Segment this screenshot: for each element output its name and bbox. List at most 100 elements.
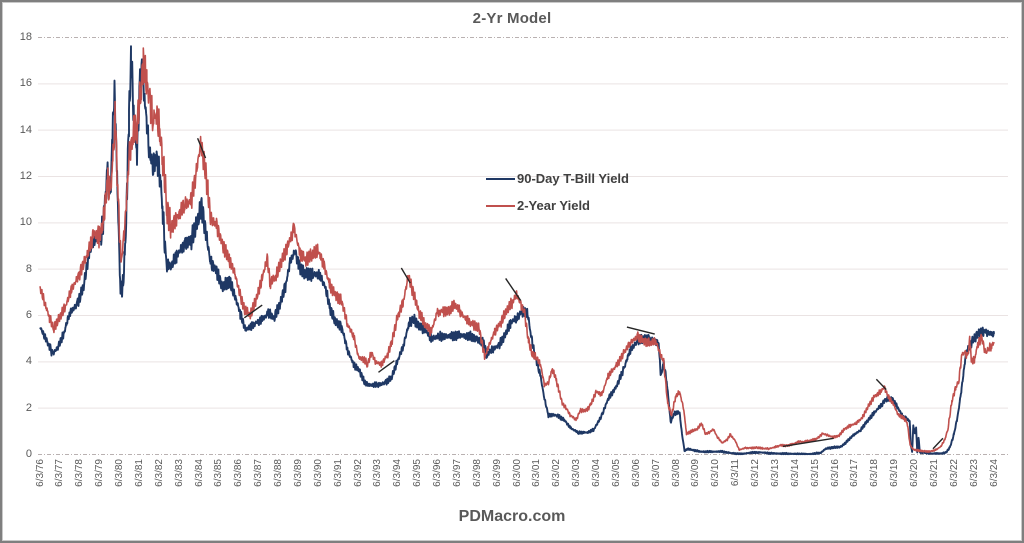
x-tick: 6/3/02 [551, 459, 563, 509]
x-tick: 6/3/05 [610, 459, 622, 509]
x-tick: 6/3/04 [591, 459, 603, 509]
chart-title: 2-Yr Model [472, 10, 552, 27]
x-tick: 6/3/79 [94, 459, 106, 509]
annotation-line-0 [196, 138, 207, 159]
x-tick-label-6-3-93: 6/3/93 [372, 459, 384, 487]
x-tick: 6/3/81 [133, 459, 145, 509]
y-tick-label-0: 0 [25, 448, 32, 460]
footer-brand: PDMacro.com [458, 508, 566, 525]
y-tick-label-8: 8 [25, 262, 32, 275]
x-tick: 6/3/84 [193, 459, 205, 509]
x-tick: 6/3/85 [213, 459, 225, 509]
annotation-line-6 [782, 437, 834, 448]
x-tick-label-6-3-23: 6/3/23 [968, 459, 980, 487]
x-tick-label-6-3-20: 6/3/20 [909, 459, 920, 487]
x-tick: 6/3/95 [412, 459, 424, 509]
x-tick-label-6-3-89: 6/3/89 [292, 459, 304, 487]
x-tick-label-6-3-19: 6/3/19 [889, 459, 901, 487]
series-lines [39, 45, 995, 456]
x-tick-label-6-3-78: 6/3/78 [74, 459, 86, 487]
x-tick-label-6-3-97: 6/3/97 [451, 459, 463, 487]
x-tick-label-6-3-82: 6/3/82 [153, 459, 165, 487]
x-tick: 6/3/13 [769, 459, 781, 509]
x-tick-label-6-3-02: 6/3/02 [551, 459, 563, 487]
x-tick-label-6-3-21: 6/3/21 [928, 459, 940, 487]
x-tick: 6/3/99 [491, 459, 503, 509]
x-tick-label-6-3-76: 6/3/76 [34, 459, 46, 487]
y-tick-label-2: 2 [25, 401, 32, 414]
x-tick: 6/3/91 [332, 459, 344, 509]
x-tick: 6/3/18 [869, 459, 881, 509]
annotation-line-5 [626, 326, 655, 335]
x-tick: 6/3/24 [988, 459, 1000, 509]
x-tick: 6/3/09 [690, 459, 702, 509]
x-tick-label-6-3-87: 6/3/87 [253, 459, 265, 487]
x-tick-label-6-3-79: 6/3/79 [94, 459, 106, 487]
x-tick-label-6-3-99: 6/3/99 [491, 459, 503, 487]
x-tick: 6/3/93 [372, 459, 384, 509]
y-tick-label-10: 10 [19, 216, 32, 229]
x-tick-label-6-3-15: 6/3/15 [809, 459, 821, 487]
x-tick: 6/3/92 [352, 459, 364, 509]
x-tick: 6/3/86 [233, 459, 245, 509]
x-tick-label-6-3-88: 6/3/88 [273, 459, 284, 487]
x-tick: 6/3/76 [34, 459, 46, 509]
x-tick: 6/3/22 [948, 459, 960, 509]
legend-label-2yr: 2-Year Yield [517, 198, 590, 213]
x-tick-label-6-3-12: 6/3/12 [750, 459, 761, 487]
annotation-lines [196, 138, 944, 450]
x-tick-label-6-3-09: 6/3/09 [690, 459, 702, 487]
x-tick: 6/3/14 [789, 459, 801, 509]
y-tick-label-16: 16 [19, 77, 32, 90]
y-tick-label-4: 4 [25, 355, 32, 368]
legend-label-tbill: 90-Day T-Bill Yield [517, 171, 629, 186]
x-tick: 6/3/78 [74, 459, 86, 509]
x-tick-label-6-3-05: 6/3/05 [610, 459, 622, 487]
annotation-line-2 [378, 360, 395, 373]
x-tick: 6/3/89 [292, 459, 304, 509]
x-tick: 6/3/11 [730, 459, 742, 509]
x-tick: 6/3/87 [253, 459, 265, 509]
x-tick: 6/3/94 [392, 459, 404, 509]
annotation-line-8 [932, 437, 944, 450]
x-tick: 6/3/16 [829, 459, 841, 509]
x-tick: 6/3/98 [471, 459, 483, 509]
x-tick-label-6-3-95: 6/3/95 [412, 459, 424, 487]
x-tick-label-6-3-81: 6/3/81 [133, 459, 145, 487]
x-tick: 6/3/19 [889, 459, 901, 509]
x-tick-label-6-3-01: 6/3/01 [531, 459, 543, 487]
x-tick-label-6-3-98: 6/3/98 [471, 459, 483, 487]
x-tick: 6/3/17 [849, 459, 861, 509]
x-tick-label-6-3-16: 6/3/16 [829, 459, 841, 487]
x-tick-label-6-3-06: 6/3/06 [630, 459, 642, 487]
x-tick: 6/3/07 [650, 459, 662, 509]
x-tick-label-6-3-86: 6/3/86 [233, 459, 245, 487]
x-tick-label-6-3-90: 6/3/90 [312, 459, 324, 487]
x-tick: 6/3/06 [630, 459, 642, 509]
y-tick-label-18: 18 [19, 31, 32, 43]
x-tick: 6/3/15 [809, 459, 821, 509]
x-tick: 6/3/21 [928, 459, 940, 509]
tbill-yield-line [39, 45, 995, 456]
x-tick: 6/3/00 [511, 459, 523, 509]
x-tick: 6/3/96 [432, 459, 444, 509]
x-tick-label-6-3-13: 6/3/13 [769, 459, 781, 487]
y-tick-label-14: 14 [19, 123, 32, 136]
x-tick-label-6-3-22: 6/3/22 [948, 459, 960, 487]
legend-item-tbill: 90-Day T-Bill Yield [486, 165, 629, 192]
x-tick-label-6-3-85: 6/3/85 [213, 459, 225, 487]
two-year-line-swatch [486, 204, 515, 207]
x-tick-label-6-3-14: 6/3/14 [789, 459, 801, 487]
annotation-line-1 [243, 304, 263, 319]
x-tick-label-6-3-07: 6/3/07 [650, 459, 662, 487]
x-tick-label-6-3-84: 6/3/84 [193, 459, 205, 487]
x-tick: 6/3/90 [312, 459, 324, 509]
x-tick-label-6-3-08: 6/3/08 [670, 459, 682, 487]
x-tick-label-6-3-17: 6/3/17 [849, 459, 861, 487]
x-tick-label-6-3-11: 6/3/11 [730, 459, 742, 487]
x-tick: 6/3/83 [173, 459, 185, 509]
x-tick: 6/3/01 [531, 459, 543, 509]
x-tick-label-6-3-80: 6/3/80 [114, 459, 125, 487]
